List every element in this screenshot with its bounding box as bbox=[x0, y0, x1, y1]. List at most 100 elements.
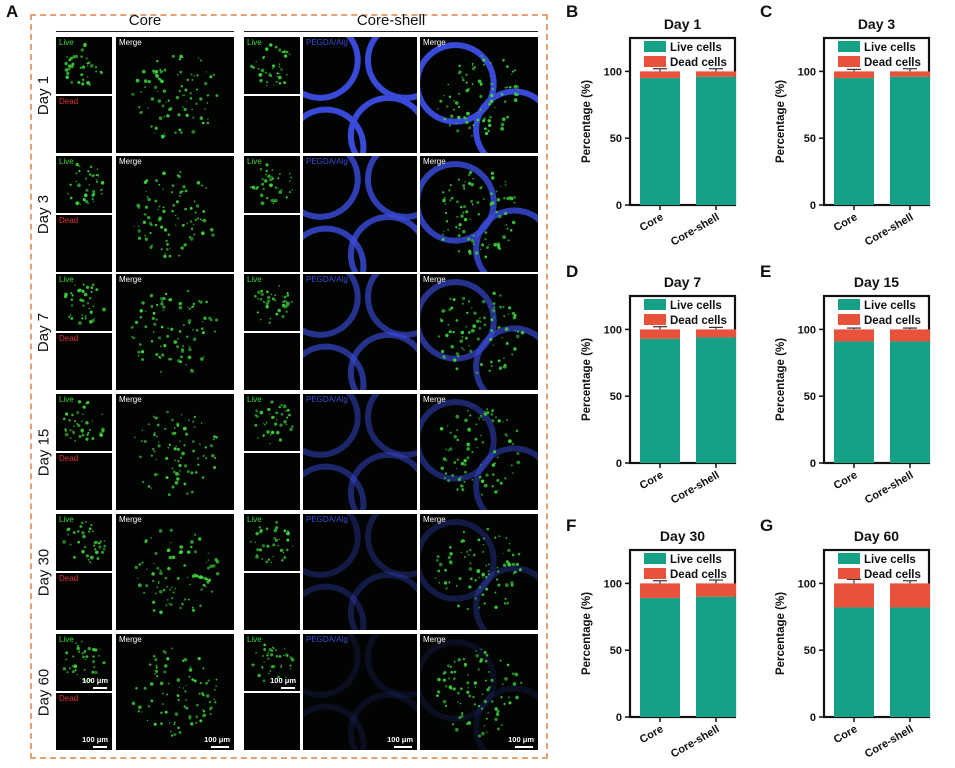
live-cell-dot bbox=[88, 678, 92, 682]
live-cell-dot bbox=[211, 233, 215, 237]
shell-merge-tile-image bbox=[420, 639, 538, 750]
live-cell-dot bbox=[448, 189, 451, 192]
live-cell-dot bbox=[82, 678, 85, 681]
live-cell-dot bbox=[489, 61, 492, 64]
live-cell-dot bbox=[506, 227, 509, 230]
live-cell-dot bbox=[198, 692, 201, 695]
live-cell-dot bbox=[482, 574, 485, 577]
hydrogel-shell-ring bbox=[303, 634, 361, 698]
y-tick-label: 50 bbox=[804, 645, 816, 657]
live-cell-dot bbox=[205, 71, 207, 73]
day-label-6: Day 60 bbox=[34, 634, 54, 750]
live-cell-dot bbox=[278, 285, 280, 287]
live-cell-dot bbox=[498, 325, 501, 328]
live-cell-dot bbox=[169, 603, 173, 607]
live-cell-dot bbox=[67, 64, 72, 68]
live-cell-dot bbox=[81, 65, 86, 69]
live-cell-dot bbox=[183, 705, 186, 708]
live-cell-dot bbox=[288, 191, 291, 194]
live-cell-dot bbox=[483, 323, 487, 327]
live-cell-dot bbox=[89, 63, 94, 68]
live-cell-dot bbox=[209, 75, 213, 79]
live-cell-dot bbox=[270, 665, 273, 668]
shell-live-tile-label: Live bbox=[247, 275, 262, 284]
live-cell-dot bbox=[178, 463, 182, 468]
live-cell-dot bbox=[472, 243, 475, 246]
live-cell-dot bbox=[195, 574, 199, 578]
live-cell-dot bbox=[72, 670, 75, 674]
live-cell-dot bbox=[265, 560, 269, 564]
live-cell-dot bbox=[456, 691, 460, 695]
core-merge-tile-label: Merge bbox=[119, 157, 142, 166]
shell-merge-tile-label: Merge bbox=[423, 395, 446, 404]
core-merge-tile-label: Merge bbox=[119, 275, 142, 284]
live-cell-dot bbox=[289, 668, 292, 670]
live-cell-dot bbox=[196, 74, 199, 77]
live-cell-dot bbox=[279, 549, 283, 552]
live-cell-dot bbox=[88, 428, 92, 432]
live-cell-dot bbox=[176, 447, 180, 451]
live-cell-dot bbox=[72, 432, 75, 435]
live-cell-dot bbox=[174, 712, 179, 716]
live-cell-dot bbox=[80, 640, 83, 643]
live-cell-dot bbox=[448, 330, 452, 334]
live-cell-dot bbox=[448, 308, 452, 312]
live-cell-dot bbox=[77, 540, 80, 544]
live-cell-dot bbox=[474, 579, 477, 582]
live-cell-dot bbox=[453, 100, 455, 102]
live-cell-dot bbox=[100, 70, 103, 73]
shell-pegda-tile-image bbox=[303, 394, 417, 510]
live-cell-dot bbox=[280, 666, 283, 669]
live-cell-dot bbox=[514, 330, 517, 332]
live-cell-dot bbox=[158, 116, 163, 120]
live-cell-dot bbox=[474, 597, 477, 600]
live-cell-dot bbox=[484, 131, 489, 136]
live-cell-dot bbox=[436, 694, 439, 698]
live-cell-dot bbox=[283, 420, 287, 424]
live-cell-dot bbox=[465, 120, 469, 124]
live-cell-dot bbox=[449, 546, 452, 549]
live-cell-dot bbox=[187, 319, 192, 323]
live-cell-dot bbox=[442, 457, 447, 461]
live-cell-dot bbox=[154, 552, 158, 555]
bar-dead-0 bbox=[640, 583, 680, 599]
live-cell-dot bbox=[268, 648, 273, 652]
live-cell-dot bbox=[150, 487, 153, 489]
live-cell-dot bbox=[504, 327, 509, 331]
live-cell-dot bbox=[470, 307, 473, 309]
live-cell-dot bbox=[477, 538, 481, 542]
live-cell-dot bbox=[70, 81, 74, 84]
live-cell-dot bbox=[517, 330, 520, 333]
live-cell-dot bbox=[282, 404, 287, 409]
legend-swatch-0 bbox=[838, 41, 860, 52]
scale-shell-live-text: 100 μm bbox=[270, 676, 296, 685]
shell-pegda-tile: PEGDA/Alg 100 μm bbox=[303, 634, 417, 750]
live-cell-dot bbox=[480, 434, 482, 437]
live-cell-dot bbox=[481, 576, 484, 579]
core-merge-tile-label: Merge bbox=[119, 38, 142, 47]
live-cell-dot bbox=[168, 108, 171, 111]
live-cell-dot bbox=[517, 552, 521, 556]
live-cell-dot bbox=[144, 205, 149, 209]
live-cell-dot bbox=[200, 327, 204, 331]
live-cell-dot bbox=[87, 170, 90, 173]
live-cell-dot bbox=[445, 333, 449, 338]
live-cell-dot bbox=[131, 701, 136, 706]
live-cell-dot bbox=[452, 723, 455, 726]
live-cell-dot bbox=[500, 126, 504, 131]
live-cell-dot bbox=[79, 66, 82, 69]
live-cell-dot bbox=[478, 326, 482, 330]
live-cell-dot bbox=[76, 411, 80, 415]
live-cell-dot bbox=[93, 540, 98, 545]
live-cell-dot bbox=[497, 245, 501, 250]
live-cell-dot bbox=[481, 731, 485, 736]
live-cell-dot bbox=[165, 248, 169, 251]
live-cell-dot bbox=[83, 651, 86, 654]
live-cell-dot bbox=[161, 104, 165, 108]
live-cell-dot bbox=[278, 173, 281, 176]
live-cell-dot bbox=[448, 581, 451, 584]
live-cell-dot bbox=[291, 189, 294, 191]
live-cell-dot bbox=[286, 530, 290, 533]
